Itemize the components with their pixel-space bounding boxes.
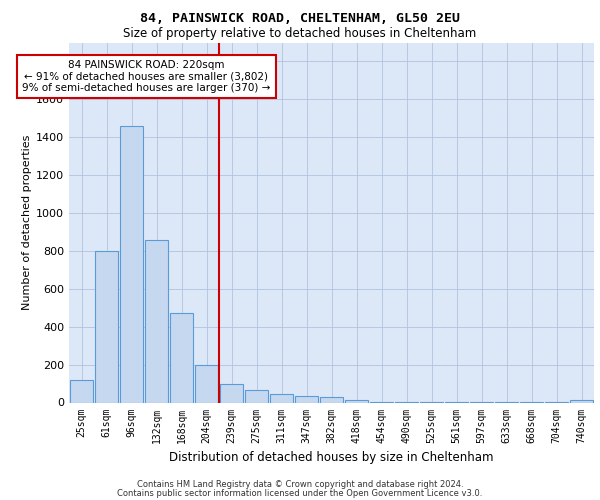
Bar bbox=[345, 400, 368, 402]
Y-axis label: Number of detached properties: Number of detached properties bbox=[22, 135, 32, 310]
Bar bbox=[70, 380, 93, 402]
X-axis label: Distribution of detached houses by size in Cheltenham: Distribution of detached houses by size … bbox=[169, 451, 494, 464]
Bar bbox=[220, 384, 243, 402]
Text: 84 PAINSWICK ROAD: 220sqm
← 91% of detached houses are smaller (3,802)
9% of sem: 84 PAINSWICK ROAD: 220sqm ← 91% of detac… bbox=[22, 60, 271, 93]
Bar bbox=[195, 364, 218, 403]
Bar bbox=[170, 312, 193, 402]
Bar bbox=[95, 251, 118, 402]
Bar bbox=[270, 394, 293, 402]
Bar bbox=[320, 397, 343, 402]
Text: Contains public sector information licensed under the Open Government Licence v3: Contains public sector information licen… bbox=[118, 488, 482, 498]
Text: Size of property relative to detached houses in Cheltenham: Size of property relative to detached ho… bbox=[124, 28, 476, 40]
Bar bbox=[145, 240, 168, 402]
Bar bbox=[120, 126, 143, 402]
Text: 84, PAINSWICK ROAD, CHELTENHAM, GL50 2EU: 84, PAINSWICK ROAD, CHELTENHAM, GL50 2EU bbox=[140, 12, 460, 26]
Bar bbox=[295, 396, 318, 402]
Text: Contains HM Land Registry data © Crown copyright and database right 2024.: Contains HM Land Registry data © Crown c… bbox=[137, 480, 463, 489]
Bar bbox=[570, 400, 593, 402]
Bar bbox=[245, 390, 268, 402]
